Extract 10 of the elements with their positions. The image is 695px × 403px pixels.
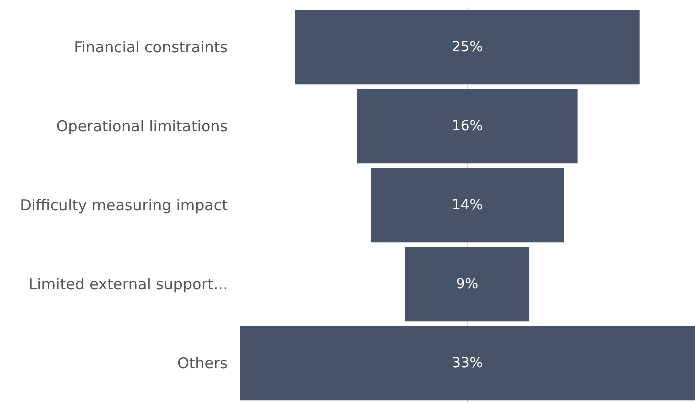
data-label: 16% <box>452 118 484 134</box>
data-label: 14% <box>452 198 484 214</box>
data-label: 25% <box>452 40 484 56</box>
data-label: 9% <box>456 276 479 292</box>
category-label: Difficulty measuring impact <box>20 196 228 214</box>
category-label: Limited external support... <box>28 276 228 294</box>
category-label: Others <box>178 354 228 372</box>
data-label: 33% <box>452 356 484 372</box>
category-label: Operational limitations <box>56 118 228 136</box>
category-label: Financial constraints <box>74 38 228 56</box>
